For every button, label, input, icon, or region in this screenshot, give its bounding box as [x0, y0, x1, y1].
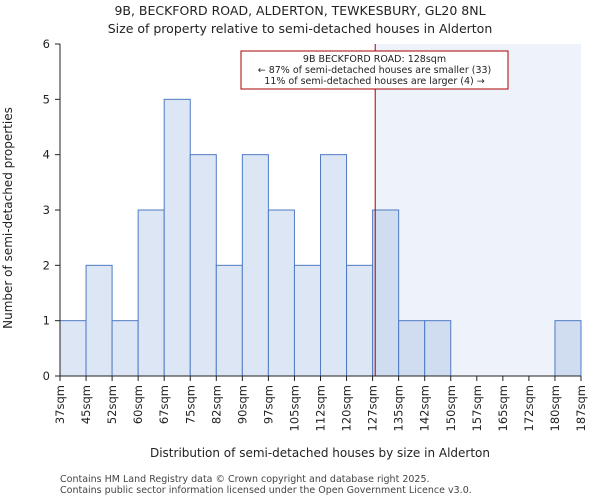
x-tick-label: 157sqm: [470, 385, 484, 431]
y-tick-label: 6: [43, 37, 50, 51]
x-tick-label: 127sqm: [366, 385, 380, 431]
bar-105sqm: [293, 264, 322, 377]
y-axis-label: Number of semi-detached properties: [1, 107, 15, 329]
x-tick-label: 45sqm: [79, 385, 93, 424]
bar-75sqm: [189, 154, 217, 377]
footer-line-2: Contains public sector information licen…: [60, 485, 472, 496]
x-tick-label: 150sqm: [444, 385, 458, 431]
bar-82sqm: [215, 264, 243, 377]
bar-52sqm: [111, 320, 139, 377]
x-tick-label: 172sqm: [522, 385, 536, 431]
x-tick-label: 97sqm: [261, 385, 275, 424]
y-ticks: 0 1 2 3 4 5 6: [43, 37, 60, 383]
x-tick-label: 37sqm: [53, 385, 67, 424]
bar-120sqm: [346, 264, 374, 377]
x-tick-label: 112sqm: [314, 385, 328, 431]
y-tick-label: 4: [43, 148, 50, 162]
x-tick-label: 90sqm: [235, 385, 249, 424]
x-ticks: 37sqm 45sqm 52sqm 60sqm 67sqm 75sqm 82sqm 90sqm…: [53, 376, 588, 431]
annotation-line-3: 11% of semi-detached houses are larger (…: [264, 76, 484, 87]
y-tick-label: 0: [43, 369, 50, 383]
x-tick-label: 105sqm: [287, 385, 301, 431]
x-tick-label: 52sqm: [105, 385, 119, 424]
y-tick-label: 5: [43, 92, 50, 106]
bar-112sqm: [320, 154, 348, 377]
chart-subtitle: Size of property relative to semi-detach…: [108, 21, 493, 36]
bars-group: [59, 98, 582, 377]
annotation-line-2: ← 87% of semi-detached houses are smalle…: [258, 65, 492, 76]
bar-60sqm: [137, 209, 165, 377]
x-tick-label: 142sqm: [418, 385, 432, 431]
annotation-box: [240, 50, 509, 90]
y-tick-label: 1: [43, 314, 50, 328]
x-tick-label: 82sqm: [209, 385, 223, 424]
x-tick-label: 67sqm: [157, 385, 171, 424]
bar-127sqm: [372, 209, 400, 377]
bar-45sqm: [85, 264, 113, 377]
bar-180sqm: [554, 320, 582, 377]
bar-97sqm: [267, 209, 295, 377]
x-tick-label: 180sqm: [548, 385, 562, 431]
x-tick-label: 60sqm: [131, 385, 145, 424]
bar-90sqm: [241, 154, 269, 377]
chart-title: 9B, BECKFORD ROAD, ALDERTON, TEWKESBURY,…: [114, 3, 485, 18]
x-axis-label: Distribution of semi-detached houses by …: [150, 446, 490, 460]
annotation-line-1: 9B BECKFORD ROAD: 128sqm: [303, 54, 446, 65]
bar-135sqm: [398, 320, 426, 377]
footer-line-1: Contains HM Land Registry data © Crown c…: [60, 474, 430, 485]
x-tick-label: 75sqm: [183, 385, 197, 424]
x-tick-label: 187sqm: [574, 385, 588, 431]
x-tick-label: 165sqm: [496, 385, 510, 431]
bar-67sqm: [163, 98, 191, 377]
y-tick-label: 3: [43, 203, 50, 217]
bar-142sqm: [424, 320, 452, 377]
y-tick-label: 2: [43, 258, 50, 272]
x-tick-label: 135sqm: [392, 385, 406, 431]
bar-37sqm: [59, 320, 87, 377]
x-tick-label: 120sqm: [340, 385, 354, 431]
